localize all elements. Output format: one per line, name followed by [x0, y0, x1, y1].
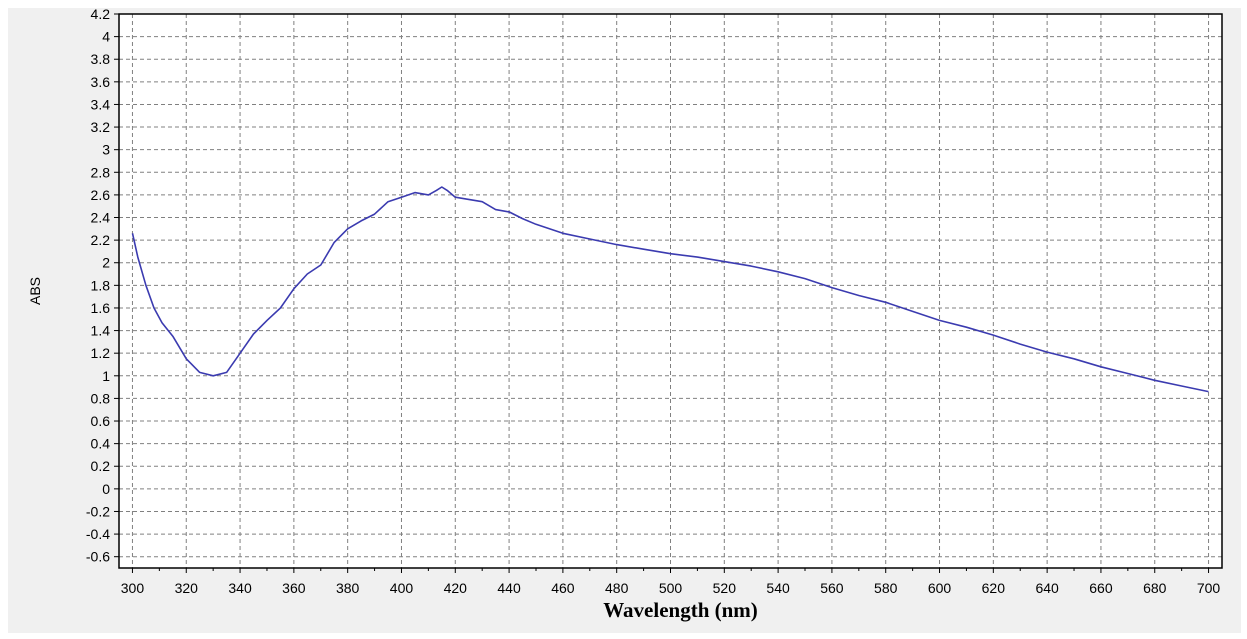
x-tick-label: 340 — [228, 580, 252, 596]
x-tick-label: 400 — [390, 580, 414, 596]
y-tick-label: 1.6 — [91, 300, 111, 316]
y-tick-label: 1 — [102, 368, 110, 384]
y-tick-label: 1.4 — [91, 323, 111, 339]
x-tick-label: 660 — [1089, 580, 1113, 596]
x-tick-label: 300 — [121, 580, 145, 596]
x-tick-label: 580 — [874, 580, 898, 596]
y-tick-label: 2.6 — [91, 187, 111, 203]
series-line-0 — [131, 186, 1209, 393]
x-tick-label: 640 — [1035, 580, 1059, 596]
y-tick-label: 4 — [102, 29, 110, 45]
x-tick-label: 700 — [1197, 580, 1221, 596]
y-tick-label: 2.8 — [91, 164, 111, 180]
x-tick-label: 380 — [336, 580, 360, 596]
y-axis-label: ABS — [27, 277, 43, 305]
x-tick-label: 420 — [444, 580, 468, 596]
x-tick-label: 460 — [551, 580, 575, 596]
y-tick-label: 1.8 — [91, 277, 111, 293]
x-tick-label: 560 — [820, 580, 844, 596]
y-tick-label: 3.2 — [91, 119, 111, 135]
y-tick-label: 2 — [102, 255, 110, 271]
x-axis-label: Wavelength (nm) — [603, 598, 758, 622]
y-tick-label: 3.4 — [91, 96, 111, 112]
y-tick-label: 1.2 — [91, 345, 111, 361]
grid-lines — [119, 13, 1222, 568]
axes — [114, 13, 1223, 573]
x-tick-label: 540 — [766, 580, 790, 596]
y-tick-label: -0.6 — [86, 549, 110, 565]
y-tick-label: 4.2 — [91, 6, 111, 22]
x-tick-label: 440 — [497, 580, 521, 596]
x-tick-label: 500 — [659, 580, 683, 596]
x-tick-label: 360 — [282, 580, 306, 596]
x-tick-label: 600 — [928, 580, 952, 596]
y-tick-label: -0.4 — [86, 526, 110, 542]
y-tick-label: 0.8 — [91, 390, 111, 406]
x-tick-label: 320 — [175, 580, 199, 596]
series-layer — [131, 186, 1209, 393]
y-tick-label: -0.2 — [86, 503, 110, 519]
y-tick-label: 2.2 — [91, 232, 111, 248]
y-axis-tick-labels: 4.2 4 3.8 3.6 3.4 3.2 3 2.8 2.6 2.4 2.2 2 1.8 1.6 1.4 1… — [86, 6, 110, 565]
y-tick-label: 2.4 — [91, 210, 111, 226]
x-tick-label: 680 — [1143, 580, 1167, 596]
y-tick-label: 3.6 — [91, 74, 111, 90]
y-tick-label: 0.2 — [91, 458, 111, 474]
x-tick-label: 620 — [982, 580, 1006, 596]
y-tick-label: 0 — [102, 481, 110, 497]
y-tick-label: 3 — [102, 142, 110, 158]
x-tick-label: 480 — [605, 580, 629, 596]
x-axis-tick-labels: 300 320 340 360 380 400 420 440 460 480 500 520 540 5… — [121, 580, 1221, 596]
y-tick-label: 3.8 — [91, 51, 111, 67]
y-tick-label: 0.6 — [91, 413, 111, 429]
x-tick-label: 520 — [713, 580, 737, 596]
y-tick-label: 0.4 — [91, 436, 111, 452]
